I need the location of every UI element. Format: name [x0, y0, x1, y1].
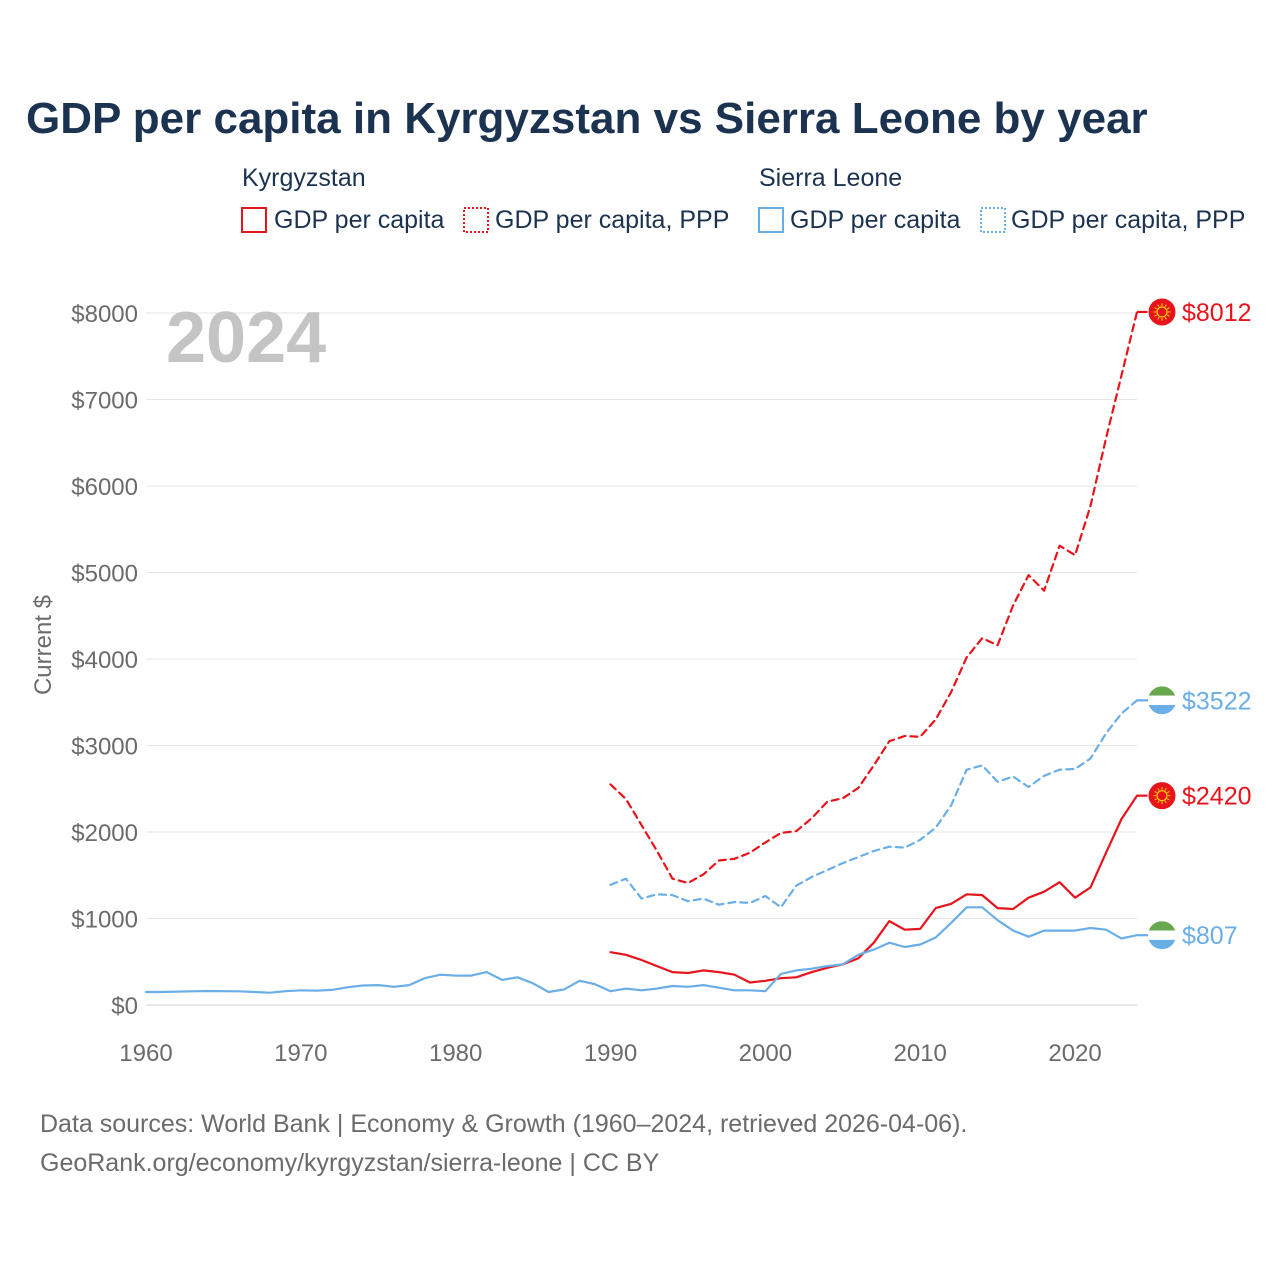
- source-line-1: Data sources: World Bank | Economy & Gro…: [40, 1110, 967, 1138]
- x-tick-label: 2020: [1048, 1040, 1101, 1067]
- y-tick-label: $0: [111, 993, 138, 1020]
- end-label-sierra-leone-gdp-per-capita-ppp: $3522: [1182, 687, 1252, 715]
- x-tick-label: 1980: [429, 1040, 482, 1067]
- y-tick-label: $1000: [71, 907, 138, 934]
- flag-icon-kyrgyzstan: [1147, 297, 1177, 327]
- end-markers: $2420 $8012 $807 $3522: [1137, 297, 1252, 950]
- end-label-kyrgyzstan-gdp-per-capita-ppp: $8012: [1182, 299, 1252, 327]
- y-tick-label: $3000: [71, 734, 138, 761]
- series-line-kyrgyzstan-gdp-per-capita: [609, 794, 1139, 984]
- legend-label-kyrgyzstan-gdp: GDP per capita: [274, 206, 445, 234]
- end-label-sierra-leone-gdp-per-capita: $807: [1182, 922, 1238, 950]
- year-label: 2024: [166, 298, 326, 378]
- y-axis-label: Current $: [30, 595, 57, 695]
- legend-swatch-kyrgyzstan-gdp: [241, 207, 267, 233]
- y-axis-ticks: $0 $1000 $2000 $3000 $4000 $5000 $6000 $7000 $80…: [71, 301, 138, 1020]
- series-layer: [144, 310, 1139, 994]
- x-tick-label: 1990: [584, 1040, 637, 1067]
- grid: [146, 312, 1137, 1006]
- legend-swatch-sierra-leone-ppp: [980, 207, 1006, 233]
- legend-swatch-kyrgyzstan-ppp: [463, 207, 489, 233]
- flag-icon-kyrgyzstan: [1147, 781, 1177, 811]
- y-tick-label: $5000: [71, 561, 138, 588]
- x-tick-label: 1960: [119, 1040, 172, 1067]
- x-tick-label: 2000: [739, 1040, 792, 1067]
- series-line-sierra-leone-gdp-per-capita: [144, 906, 1139, 994]
- y-tick-label: $8000: [71, 301, 138, 328]
- x-tick-label: 1970: [274, 1040, 327, 1067]
- series-line-sierra-leone-gdp-per-capita-ppp: [609, 699, 1139, 909]
- legend-label-kyrgyzstan-ppp: GDP per capita, PPP: [495, 206, 729, 234]
- source-line-2: GeoRank.org/economy/kyrgyzstan/sierra-le…: [40, 1149, 660, 1177]
- y-tick-label: $7000: [71, 388, 138, 415]
- legend: Kyrgyzstan GDP per capita GDP per capita…: [241, 164, 1245, 234]
- end-label-kyrgyzstan-gdp-per-capita: $2420: [1182, 783, 1252, 811]
- flag-icon-sierra-leone: [1148, 686, 1176, 715]
- flag-icon-sierra-leone: [1148, 921, 1176, 950]
- y-tick-label: $2000: [71, 820, 138, 847]
- series-line-kyrgyzstan-gdp-per-capita-ppp: [609, 310, 1139, 885]
- y-tick-label: $6000: [71, 474, 138, 501]
- legend-group-sierra-leone: Sierra Leone: [759, 164, 902, 192]
- y-tick-label: $4000: [71, 647, 138, 674]
- legend-label-sierra-leone-ppp: GDP per capita, PPP: [1011, 206, 1245, 234]
- legend-swatch-sierra-leone-gdp: [758, 207, 784, 233]
- chart-title: GDP per capita in Kyrgyzstan vs Sierra L…: [26, 94, 1148, 143]
- legend-label-sierra-leone-gdp: GDP per capita: [790, 206, 961, 234]
- legend-group-kyrgyzstan: Kyrgyzstan: [242, 164, 366, 192]
- x-axis-ticks: 1960 1970 1980 1990 2000 2010 2020: [119, 1040, 1101, 1067]
- x-tick-label: 2010: [894, 1040, 947, 1067]
